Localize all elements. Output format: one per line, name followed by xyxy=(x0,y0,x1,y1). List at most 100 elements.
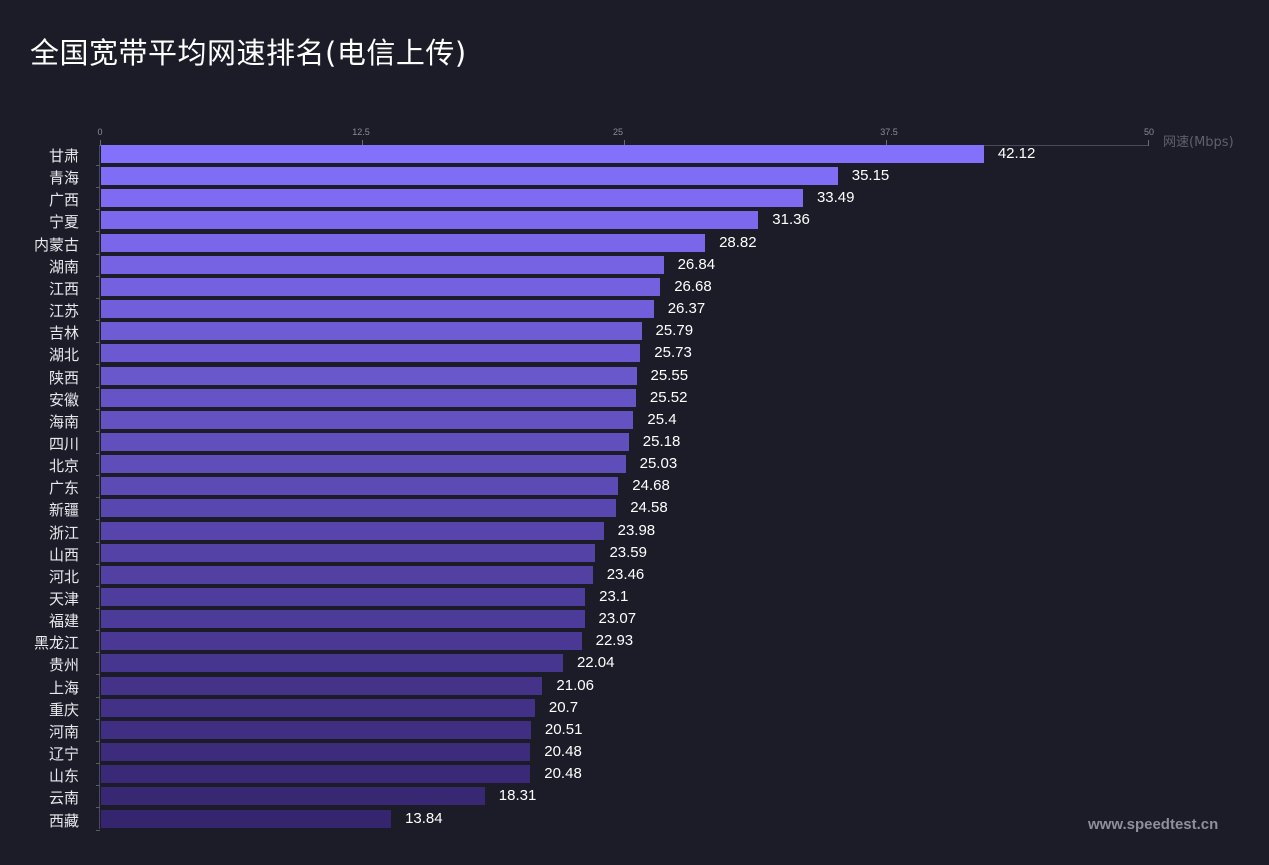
value-label: 35.15 xyxy=(851,167,890,185)
bar xyxy=(101,743,531,762)
bar-row: 内蒙古 28.82 xyxy=(0,233,1269,255)
category-label: 重庆 xyxy=(48,700,79,719)
y-tick xyxy=(96,608,100,609)
value-label: 25.18 xyxy=(642,432,681,450)
category-label: 河南 xyxy=(48,722,79,741)
y-tick xyxy=(96,563,100,565)
bar-row: 安徽 25.52 xyxy=(0,388,1269,410)
bar xyxy=(101,410,634,429)
value-label: 22.04 xyxy=(576,654,615,672)
bar xyxy=(101,455,626,474)
bar xyxy=(101,521,604,540)
y-tick xyxy=(96,785,100,787)
y-tick xyxy=(96,652,100,654)
value-label: 28.82 xyxy=(719,233,757,251)
category-label: 新疆 xyxy=(48,501,79,520)
bar-row: 天津 23.1 xyxy=(0,587,1269,609)
category-label: 湖南 xyxy=(48,257,79,276)
category-label: 内蒙古 xyxy=(33,235,79,254)
bar-row: 山东 20.48 xyxy=(0,764,1269,787)
value-label: 33.49 xyxy=(816,189,855,207)
y-tick xyxy=(96,209,100,211)
category-label: 甘肃 xyxy=(48,147,79,165)
bar xyxy=(101,477,619,496)
bar-row: 四川 25.18 xyxy=(0,432,1269,454)
x-tick xyxy=(886,140,887,146)
y-tick xyxy=(96,408,100,410)
watermark: www.speedtest.cn xyxy=(1088,816,1219,833)
bar xyxy=(101,632,582,651)
y-tick xyxy=(96,342,100,344)
category-label: 宁夏 xyxy=(48,213,79,232)
value-label: 25.55 xyxy=(650,366,689,384)
category-label: 福建 xyxy=(48,612,79,631)
bar-row: 贵州 22.04 xyxy=(0,653,1269,676)
bar-row: 河北 23.46 xyxy=(0,565,1269,587)
x-tick-label: 50 xyxy=(1143,127,1155,137)
bar-row: 辽宁 20.48 xyxy=(0,742,1269,765)
category-label: 辽宁 xyxy=(48,745,79,764)
y-tick xyxy=(96,740,100,742)
value-label: 25.73 xyxy=(654,344,692,362)
y-tick xyxy=(96,297,100,299)
x-tick xyxy=(100,140,101,146)
x-axis-unit-label: 网速(Mbps) xyxy=(1163,135,1234,150)
y-tick xyxy=(96,696,100,698)
x-tick xyxy=(362,140,363,146)
y-tick xyxy=(96,630,100,632)
bar xyxy=(101,388,636,407)
y-tick xyxy=(96,519,100,521)
y-tick xyxy=(96,231,100,233)
value-label: 21.06 xyxy=(556,676,594,694)
bar xyxy=(101,432,629,451)
value-label: 20.7 xyxy=(548,698,579,716)
bar xyxy=(101,211,759,230)
category-label: 天津 xyxy=(48,590,79,608)
bar-row: 陕西 25.55 xyxy=(0,366,1269,388)
x-tick xyxy=(624,140,625,146)
value-label: 18.31 xyxy=(498,787,537,805)
value-label: 23.59 xyxy=(609,543,647,561)
value-label: 20.51 xyxy=(544,720,583,738)
bar-row: 海南 25.4 xyxy=(0,410,1269,432)
category-label: 江西 xyxy=(48,279,79,298)
y-tick xyxy=(96,585,100,587)
bar-row: 江西 26.68 xyxy=(0,277,1269,299)
category-label: 北京 xyxy=(48,457,79,476)
value-label: 31.36 xyxy=(772,211,810,229)
bar-row: 宁夏 31.36 xyxy=(0,210,1269,233)
category-label: 青海 xyxy=(48,169,79,188)
bar-row: 福建 23.07 xyxy=(0,609,1269,632)
bar-row: 湖南 26.84 xyxy=(0,255,1269,277)
value-label: 23.1 xyxy=(599,588,629,605)
category-label: 江苏 xyxy=(48,302,79,321)
bar-row: 广东 24.68 xyxy=(0,476,1269,499)
bar xyxy=(101,720,531,739)
bar xyxy=(101,765,531,784)
x-tick-label: 25 xyxy=(612,127,624,137)
x-tick-label: 0 xyxy=(97,127,103,137)
value-label: 13.84 xyxy=(405,809,443,827)
bar-row: 北京 25.03 xyxy=(0,454,1269,477)
category-label: 山东 xyxy=(48,767,79,786)
bar xyxy=(101,300,654,319)
value-label: 25.52 xyxy=(649,388,688,406)
bar xyxy=(101,499,617,518)
category-label: 河北 xyxy=(48,567,79,586)
y-tick xyxy=(96,165,100,166)
value-label: 26.68 xyxy=(674,277,712,295)
category-label: 山西 xyxy=(48,545,79,564)
chart-title: 全国宽带平均网速排名(电信上传) xyxy=(30,36,467,70)
bar-row: 上海 21.06 xyxy=(0,676,1269,698)
x-tick-label: 12.5 xyxy=(352,127,370,137)
category-label: 陕西 xyxy=(48,368,79,387)
bar xyxy=(101,344,641,363)
value-label: 22.93 xyxy=(595,632,634,650)
bar xyxy=(101,588,586,606)
bar-row: 广西 33.49 xyxy=(0,188,1269,211)
x-tick-label: 37.5 xyxy=(880,127,898,137)
value-label: 23.98 xyxy=(617,521,656,539)
bar xyxy=(101,610,585,629)
bar-row: 浙江 23.98 xyxy=(0,521,1269,543)
value-label: 25.03 xyxy=(639,455,678,473)
